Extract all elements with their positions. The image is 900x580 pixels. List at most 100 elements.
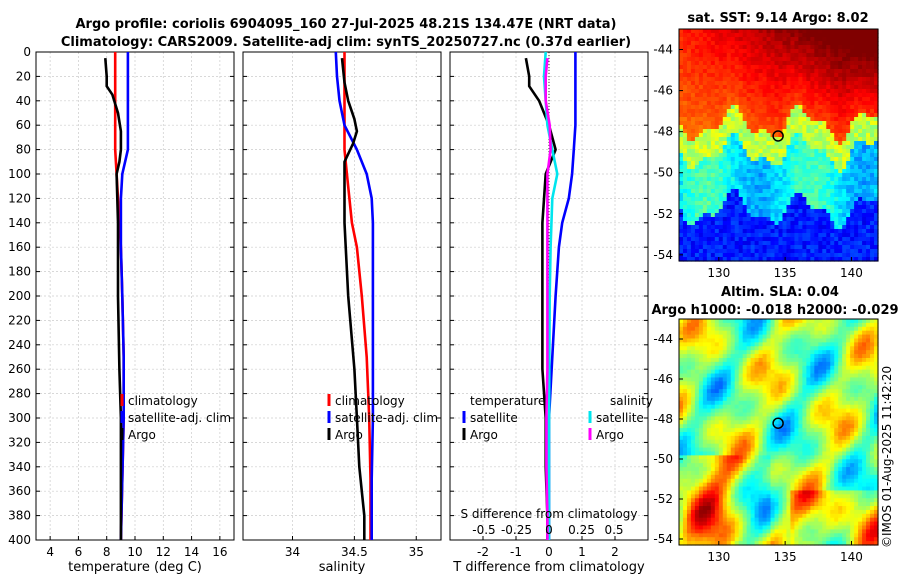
map-cell: [722, 435, 728, 441]
map-cell: [730, 105, 736, 110]
map-cell: [782, 432, 788, 437]
map-cell: [846, 89, 851, 94]
map-cell: [806, 249, 811, 254]
map-cell: [870, 45, 875, 50]
map-cell: [738, 61, 744, 66]
map-cell: [686, 201, 692, 206]
map-cell: [710, 137, 716, 142]
map-cell: [742, 45, 748, 50]
map-cell: [754, 77, 760, 82]
map-cell: [762, 105, 768, 110]
map-cell: [858, 77, 863, 82]
map-cell: [746, 416, 752, 421]
map-cell: [794, 113, 799, 118]
map-cell: [718, 41, 724, 46]
map-cell: [746, 157, 752, 162]
map-cell: [822, 241, 827, 246]
map-cell: [822, 253, 827, 258]
map-cell: [758, 77, 764, 82]
map-cell: [694, 389, 700, 394]
map-cell: [822, 49, 827, 54]
map-cell: [798, 381, 803, 386]
map-cell: [746, 141, 752, 146]
map-cell: [698, 377, 704, 382]
map-cell: [682, 229, 688, 234]
map-cell: [694, 181, 700, 186]
map-cell: [706, 245, 712, 250]
map-cell: [790, 420, 796, 425]
map-cell: [686, 57, 692, 62]
map-cell: [834, 97, 839, 102]
map-cell: [750, 73, 756, 78]
map-cell: [770, 125, 776, 130]
map-cell: [770, 85, 776, 90]
map-cell: [818, 412, 823, 418]
map-cell: [714, 73, 720, 78]
map-cell: [778, 404, 784, 410]
map-cell: [682, 189, 688, 194]
map-cell: [738, 249, 744, 254]
map-cell: [798, 157, 803, 162]
map-cell: [690, 322, 696, 328]
map-cell: [679, 338, 684, 343]
map-cell: [798, 165, 803, 170]
map-cell: [822, 81, 827, 86]
map-cell: [774, 173, 780, 178]
map-cell: [714, 133, 720, 138]
map-cell: [734, 129, 740, 134]
map-cell: [702, 153, 708, 158]
map-cell: [830, 89, 835, 94]
map-cell: [686, 105, 692, 110]
map-cell: [754, 105, 760, 110]
map-cell: [846, 225, 851, 230]
map-cell: [794, 205, 799, 210]
map-cell: [838, 342, 843, 347]
map-cell: [838, 221, 843, 226]
map-cell: [726, 197, 732, 202]
map-cell: [810, 373, 815, 379]
map-cell: [814, 209, 819, 214]
map-cell: [782, 443, 788, 449]
map-cell: [694, 369, 700, 375]
map-cell: [682, 245, 688, 250]
map-cell: [782, 253, 788, 258]
map-cell: [762, 189, 768, 194]
map-cell: [770, 101, 776, 106]
map-cell: [754, 354, 760, 359]
map-cell: [718, 326, 724, 332]
map-cell: [754, 101, 760, 106]
map-cell: [854, 29, 859, 34]
map-cell: [802, 326, 807, 332]
map-cell: [762, 49, 768, 54]
map-cell: [686, 435, 692, 441]
map-cell: [794, 109, 799, 114]
map-cell: [714, 346, 720, 351]
map-cell: [818, 381, 823, 386]
map-cell: [790, 157, 796, 162]
map-cell: [786, 229, 792, 234]
map-cell: [758, 37, 764, 42]
map-cell: [818, 400, 823, 406]
map-cell: [754, 420, 760, 425]
map-cell: [754, 319, 760, 324]
map-cell: [726, 69, 732, 74]
map-cell: [694, 53, 700, 58]
map-cell: [806, 85, 811, 90]
map-cell: [814, 65, 819, 70]
map-cell: [762, 169, 768, 174]
map-cell: [766, 428, 772, 433]
map-cell: [842, 357, 847, 363]
map-cell: [850, 326, 855, 332]
map-cell: [790, 439, 796, 445]
map-cell: [850, 73, 855, 78]
map-cell: [770, 97, 776, 102]
map-cell: [690, 89, 696, 94]
map-cell: [830, 253, 835, 258]
map-cell: [738, 377, 744, 382]
map-cell: [734, 89, 740, 94]
map-cell: [834, 213, 839, 218]
map-cell: [730, 439, 736, 445]
map-cell: [758, 181, 764, 186]
map-cell: [726, 185, 732, 190]
map-cell: [754, 229, 760, 234]
